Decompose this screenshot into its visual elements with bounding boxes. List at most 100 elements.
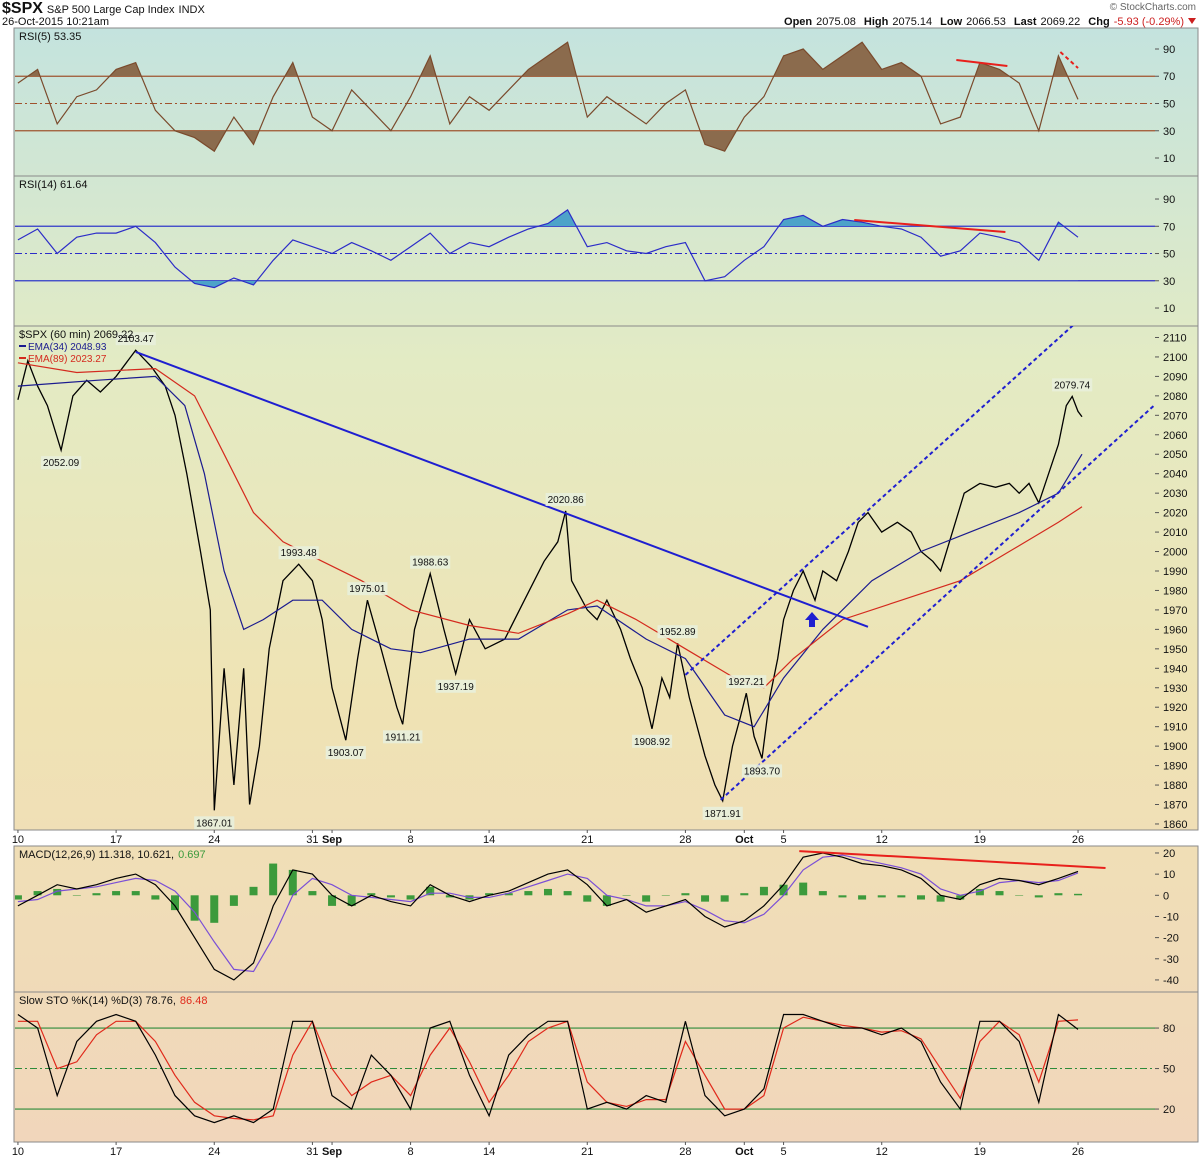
quote-key: Open	[784, 16, 812, 28]
x-tick-label: 12	[876, 834, 888, 846]
y-tick-label: 2080	[1163, 391, 1187, 403]
quote-key: High	[864, 16, 889, 28]
y-tick-label: 1910	[1163, 722, 1187, 734]
quote-value: 2066.53	[966, 16, 1006, 28]
annotation-label: 1903.07	[328, 748, 365, 759]
histogram-bar	[740, 893, 749, 896]
exchange: INDX	[179, 4, 206, 16]
panel	[15, 850, 1106, 981]
legend-label: EMA(34) 2048.93	[28, 342, 107, 353]
annotation-label: 1952.89	[659, 627, 696, 638]
symbol-name: S&P 500 Large Cap Index	[47, 4, 175, 16]
series-line	[17, 375, 1083, 728]
quote-key: Low	[940, 16, 962, 28]
down-arrow	[1188, 18, 1196, 24]
annotation-label: 1871.91	[705, 809, 742, 820]
y-tick-label: 80	[1163, 1023, 1175, 1035]
annotation-label: 1988.63	[412, 558, 449, 569]
overbought-fill	[17, 42, 1079, 77]
x-tick-label: 26	[1072, 1146, 1084, 1158]
histogram-bar	[838, 895, 847, 898]
quote-key: Last	[1014, 16, 1037, 28]
histogram-bar	[681, 893, 690, 896]
annotation-bg	[726, 675, 767, 689]
y-tick-label: 2060	[1163, 430, 1187, 442]
x-tick-label: 12	[876, 1146, 888, 1158]
quote-value: -5.93 (-0.29%)	[1114, 16, 1184, 28]
histogram-bar	[759, 886, 768, 896]
histogram-bar	[799, 882, 808, 896]
x-tick-label: 31	[306, 834, 318, 846]
y-tick-label: 2090	[1163, 371, 1187, 383]
histogram-bar	[1034, 895, 1043, 898]
annotation-bg	[545, 492, 586, 506]
x-tick-label: 14	[483, 1146, 495, 1158]
y-tick-label: 1940	[1163, 663, 1187, 675]
y-tick-label: 2100	[1163, 352, 1187, 364]
annotation-label: 1993.48	[281, 548, 318, 559]
histogram-bar	[190, 895, 199, 921]
x-tick-label: 28	[679, 834, 691, 846]
y-tick-label: 50	[1163, 249, 1175, 261]
y-tick-label: 1920	[1163, 702, 1187, 714]
panel	[15, 209, 1155, 289]
histogram-bar	[583, 895, 592, 902]
histogram-bar	[386, 895, 395, 898]
histogram-bar	[406, 895, 415, 900]
x-tick-label: 21	[581, 834, 593, 846]
x-tick-label: 26	[1072, 834, 1084, 846]
histogram-bar	[936, 895, 945, 902]
annotation-label: 1911.21	[385, 732, 421, 743]
histogram-bar	[661, 895, 670, 896]
histogram-bar	[170, 895, 179, 911]
series-line	[17, 362, 1083, 689]
y-tick-label: 1980	[1163, 585, 1187, 597]
histogram-bar	[858, 895, 867, 900]
quote-value: 2069.22	[1041, 16, 1081, 28]
histogram-bar	[308, 891, 317, 896]
panel-title-note: 86.48	[180, 995, 208, 1007]
annotation-bg	[631, 734, 673, 748]
histogram-bar	[779, 884, 788, 896]
annotation-bg	[657, 625, 698, 639]
histogram-bar	[524, 891, 533, 896]
histogram-bar	[288, 869, 297, 896]
legend-label: EMA(89) 2023.27	[28, 354, 107, 365]
histogram-bar	[131, 891, 140, 896]
x-tick-label: 31	[306, 1146, 318, 1158]
series-line	[17, 852, 1079, 981]
axis-band	[14, 830, 1198, 846]
y-tick-label: 1990	[1163, 566, 1187, 578]
trendline	[135, 350, 869, 628]
panel-frame	[13, 325, 1199, 831]
x-tick-label: 17	[110, 1146, 122, 1158]
y-tick-label: 2010	[1163, 527, 1187, 539]
y-tick-label: 2070	[1163, 410, 1187, 422]
panel	[15, 41, 1155, 153]
histogram-bar	[956, 895, 965, 900]
histogram-bar	[1015, 895, 1024, 896]
annotation-label: 2103.47	[118, 334, 155, 345]
y-tick-label: 2030	[1163, 488, 1187, 500]
annotation-bg	[1052, 378, 1093, 392]
y-tick-label: 20	[1163, 848, 1175, 860]
x-tick-label: 28	[679, 1146, 691, 1158]
x-tick-label: 19	[974, 834, 986, 846]
y-tick-label: 2040	[1163, 469, 1187, 481]
histogram-bar	[210, 895, 219, 923]
overbought-fill	[17, 209, 1079, 227]
histogram-bar	[897, 895, 906, 898]
histogram-bar	[975, 888, 984, 896]
panel-frame	[13, 991, 1199, 1143]
y-tick-label: 0	[1163, 890, 1169, 902]
annotation-bg	[41, 456, 82, 470]
histogram-bar	[877, 895, 886, 898]
y-tick-label: 10	[1163, 153, 1175, 165]
histogram-bar	[33, 891, 42, 896]
histogram-bar	[249, 886, 258, 896]
y-tick-label: 2000	[1163, 547, 1187, 559]
annotation-label: 1893.70	[744, 766, 781, 777]
series-line	[17, 854, 1079, 973]
y-tick-label: 70	[1163, 221, 1175, 233]
histogram-bar	[485, 893, 494, 896]
